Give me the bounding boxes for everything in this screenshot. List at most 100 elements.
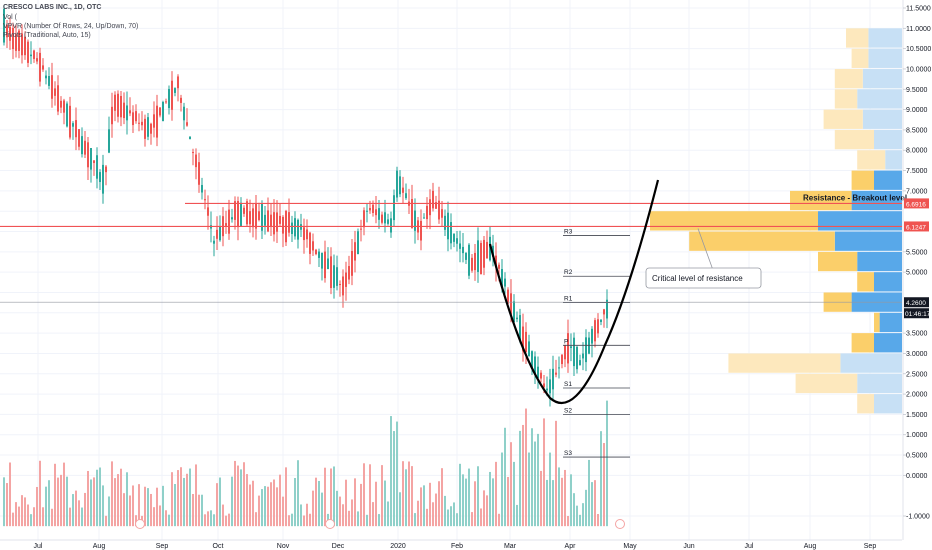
volume-profile-down xyxy=(834,68,863,89)
pivot-label: R1 xyxy=(564,296,573,303)
candle-body xyxy=(27,41,29,63)
candle-body xyxy=(78,129,80,147)
time-tick-label: Sep xyxy=(864,543,877,550)
vpvr-indicator-label[interactable]: VPVR (Number Of Rows, 24, Up/Down, 70) xyxy=(3,23,139,30)
volume-profile-down xyxy=(795,373,858,394)
volume-bar xyxy=(120,468,122,527)
volume-bar xyxy=(135,515,137,527)
candle-body xyxy=(576,346,578,370)
volume-bar xyxy=(45,486,47,527)
volume-bar xyxy=(198,494,200,527)
candle-body xyxy=(294,218,296,237)
time-tick-label: Mar xyxy=(504,543,517,550)
volume-bar xyxy=(72,494,74,527)
candle-body xyxy=(6,24,8,38)
volume-bar xyxy=(528,452,530,527)
volume-bar xyxy=(60,474,62,527)
candle-body xyxy=(429,199,431,216)
volume-profile-up xyxy=(874,394,902,414)
current-price-tag xyxy=(904,297,929,308)
candle-body xyxy=(33,50,35,59)
volume-bar xyxy=(342,504,344,527)
candle-body xyxy=(174,88,176,93)
volume-bar xyxy=(210,510,212,527)
price-tick-label: 9.0000 xyxy=(906,107,928,114)
volume-bar xyxy=(498,513,500,527)
volume-profile-up xyxy=(879,312,902,333)
candle-body xyxy=(306,229,308,240)
volume-bar xyxy=(168,514,170,527)
volume-indicator-label[interactable]: Vol ( xyxy=(3,14,18,21)
pivot-label: P xyxy=(564,338,568,345)
pivot-label: R2 xyxy=(564,269,573,276)
volume-bar xyxy=(84,492,86,527)
volume-bar xyxy=(9,462,11,527)
volume-bar xyxy=(372,502,374,527)
volume-bar xyxy=(96,469,98,527)
candle-body xyxy=(42,65,44,70)
time-tick-label: Jun xyxy=(683,543,694,550)
volume-bar xyxy=(408,461,410,527)
volume-bar xyxy=(426,508,428,527)
volume-bar xyxy=(48,480,50,527)
price-tick-label: 11.5000 xyxy=(906,6,931,13)
volume-bar xyxy=(507,476,509,527)
volume-bar xyxy=(552,480,554,527)
candle-body xyxy=(234,201,236,220)
volume-bar xyxy=(207,511,209,527)
candle-body xyxy=(477,240,479,272)
critical-annotation: Critical level of resistance xyxy=(652,274,743,283)
volume-bar xyxy=(489,471,491,527)
volume-bar xyxy=(204,514,206,527)
volume-bar xyxy=(579,514,581,527)
volume-bar xyxy=(546,479,548,527)
candle-body xyxy=(390,218,392,233)
candle-body xyxy=(84,140,86,155)
volume-bar xyxy=(105,515,107,527)
candle-body xyxy=(384,212,386,224)
candle-body xyxy=(345,272,347,287)
volume-profile-up xyxy=(874,129,902,150)
candle-body xyxy=(63,100,65,113)
candle-body xyxy=(267,210,269,232)
volume-bar xyxy=(357,511,359,527)
candle-body xyxy=(219,226,221,241)
candle-body xyxy=(459,243,461,249)
volume-profile-up xyxy=(862,68,902,89)
volume-bar xyxy=(126,472,128,527)
volume-bar xyxy=(192,494,194,527)
volume-bar xyxy=(399,492,401,527)
price-tick-label: 1.5000 xyxy=(906,412,928,419)
candle-body xyxy=(414,210,416,231)
candle-body xyxy=(570,346,572,349)
candle-body xyxy=(237,200,239,228)
volume-profile-up xyxy=(868,48,902,68)
time-tick-label: Sep xyxy=(156,543,169,550)
volume-bar xyxy=(33,507,35,527)
pivots-indicator-label[interactable]: Pivots (Traditional, Auto, 15) xyxy=(3,32,91,39)
candle-body xyxy=(198,162,200,185)
volume-bar xyxy=(300,504,302,527)
volume-bar xyxy=(297,460,299,527)
price-tick-label: 1.0000 xyxy=(906,432,928,439)
candle-body xyxy=(411,199,413,229)
candle-body xyxy=(309,232,311,254)
volume-bar xyxy=(195,464,197,527)
volume-profile-up xyxy=(868,28,902,48)
candle-body xyxy=(273,212,275,235)
candle-body xyxy=(315,249,317,255)
volume-bar xyxy=(573,493,575,527)
candle-body xyxy=(117,93,119,117)
volume-bar xyxy=(63,462,65,527)
price-tick-label: 0.0000 xyxy=(906,473,928,480)
volume-bar xyxy=(522,424,524,527)
volume-bar xyxy=(339,496,341,527)
time-tick-label: Oct xyxy=(213,543,224,550)
candle-body xyxy=(549,379,551,394)
candle-body xyxy=(507,289,509,304)
pivot-label: S3 xyxy=(564,450,572,457)
candle-body xyxy=(162,102,164,122)
volume-bar xyxy=(153,507,155,527)
candle-body xyxy=(435,202,437,209)
